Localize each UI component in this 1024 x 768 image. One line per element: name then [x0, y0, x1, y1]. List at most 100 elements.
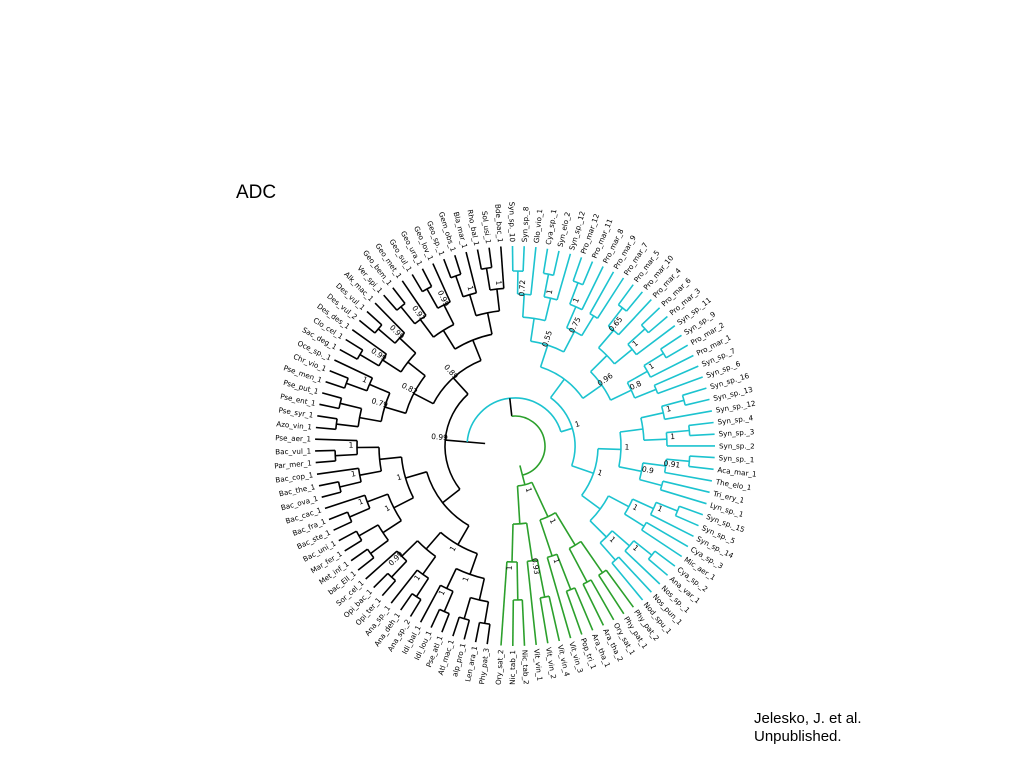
support-value: 0.91: [663, 459, 681, 470]
branch: [660, 489, 707, 505]
branch-arc: [566, 327, 583, 337]
branch: [633, 540, 653, 556]
branch: [443, 304, 455, 325]
branch-arc: [411, 593, 422, 601]
leaf-label: Syn_sp._8: [520, 206, 531, 243]
branch-arc: [688, 456, 691, 467]
branch: [689, 433, 715, 437]
branch: [422, 555, 437, 575]
branch: [430, 609, 441, 628]
branch: [411, 274, 424, 293]
branch: [338, 530, 357, 542]
branch: [596, 277, 625, 319]
branch: [572, 257, 583, 282]
branch: [627, 328, 646, 345]
branch: [474, 622, 481, 643]
branch: [618, 466, 642, 473]
branch: [379, 456, 402, 461]
branch: [391, 560, 408, 578]
branch: [483, 601, 490, 624]
branch: [441, 613, 450, 633]
support-value: 1: [357, 497, 365, 507]
branch-arc: [444, 393, 469, 490]
branch: [599, 542, 616, 561]
branch: [665, 344, 689, 359]
branch: [624, 513, 645, 527]
branch: [548, 596, 561, 642]
branch-arc: [479, 621, 491, 625]
branch: [679, 505, 704, 516]
branch: [574, 587, 594, 631]
branch-arc: [475, 310, 500, 317]
branch: [415, 577, 430, 598]
branch: [525, 522, 534, 561]
branch: [377, 328, 396, 344]
branch: [539, 519, 553, 557]
branch: [516, 561, 519, 601]
branch: [346, 382, 368, 392]
branch: [664, 471, 713, 482]
branch-arc: [640, 417, 645, 441]
support-value: 1: [350, 469, 357, 479]
support-value: 1: [548, 517, 558, 525]
branch: [642, 462, 666, 467]
branch-arc: [598, 347, 616, 365]
branch: [345, 338, 364, 351]
branch: [358, 524, 379, 537]
branch: [624, 550, 661, 585]
support-value: 1: [545, 288, 555, 295]
branch: [640, 412, 664, 419]
branch: [374, 302, 406, 334]
branch: [552, 250, 560, 276]
branch: [675, 514, 699, 527]
branch: [365, 550, 398, 580]
support-value: 1: [465, 285, 475, 292]
leaf-label: Syn_sp._10: [507, 202, 516, 243]
branch: [400, 593, 413, 611]
leaf-label: Glo_vio_1: [532, 208, 545, 243]
branch: [556, 553, 572, 590]
support-value: 1: [574, 419, 581, 429]
branch: [582, 583, 605, 626]
support-value: 1: [551, 557, 561, 565]
support-value: 1: [608, 535, 618, 545]
branch: [426, 288, 439, 309]
support-value: 0.75: [567, 315, 583, 334]
branch: [549, 378, 565, 399]
branch: [401, 540, 419, 557]
branch: [472, 339, 482, 361]
branch-arc: [623, 498, 634, 515]
backbone-arc: [466, 397, 562, 442]
leaf-label: Phy_pat_3: [477, 647, 491, 685]
branch: [357, 557, 375, 571]
branch: [521, 599, 526, 646]
leaf-label: Vit_vin_2: [544, 646, 558, 679]
branch: [529, 318, 535, 342]
branch: [486, 624, 491, 645]
leaf-label: Bac_vul_1: [275, 447, 311, 457]
branch: [516, 485, 521, 524]
branch: [664, 410, 713, 421]
branch: [580, 541, 604, 574]
support-value: 1: [596, 468, 604, 478]
branch-arc: [343, 377, 349, 389]
backbone-arc: [511, 415, 546, 476]
branch: [511, 523, 514, 563]
branch: [654, 550, 676, 567]
branch: [598, 574, 625, 615]
branch: [370, 539, 389, 555]
branch-arc: [346, 511, 353, 523]
support-value: 1: [631, 543, 641, 553]
branch-arc: [624, 540, 635, 552]
support-value: 1: [437, 589, 447, 597]
branch: [634, 388, 657, 399]
support-value: 1: [665, 404, 672, 414]
branch: [611, 562, 644, 601]
leaf-label: Azo_vin_1: [276, 419, 312, 431]
branch-arc: [539, 512, 556, 521]
branch: [452, 616, 460, 637]
support-value: 1: [524, 487, 534, 494]
branch: [666, 429, 690, 434]
support-value: 1: [670, 432, 675, 441]
branch-arc: [543, 296, 558, 301]
